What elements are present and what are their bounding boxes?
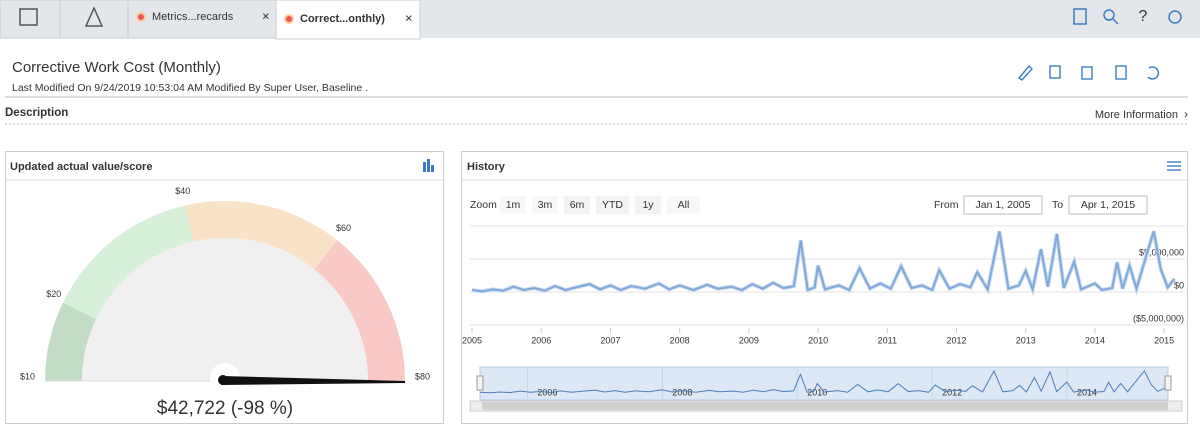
page-title: Corrective Work Cost (Monthly)	[12, 59, 221, 76]
description-label: Description	[5, 107, 68, 119]
gauge-tick-label: $40	[175, 186, 190, 196]
to-label: To	[1052, 199, 1063, 211]
y-tick-label: $0	[1174, 280, 1184, 290]
tab-icon	[136, 12, 146, 22]
zoom-button-label: 3m	[538, 199, 553, 211]
x-tick-label: 2009	[739, 335, 759, 345]
gauge-tick-label: $10	[20, 371, 35, 381]
tab-close[interactable]: ×	[262, 8, 270, 23]
gauge-face	[82, 238, 368, 381]
y-tick-label: $5,000,000	[1139, 247, 1184, 257]
tab-label: Metrics...recards	[152, 11, 234, 23]
x-tick-label: 2006	[531, 335, 551, 345]
x-tick-label: 2014	[1085, 335, 1105, 345]
tab[interactable]	[127, 0, 277, 39]
zoom-button[interactable]	[596, 196, 629, 214]
list-icon[interactable]	[1167, 161, 1181, 171]
gauge-needle	[221, 376, 405, 385]
gauge-tick-label: $80	[415, 371, 430, 381]
tab-tree[interactable]	[59, 0, 129, 39]
tab-icon	[284, 14, 294, 24]
x-tick-label: 2007	[600, 335, 620, 345]
navigator-tick-label: 2008	[672, 387, 692, 397]
gauge-band	[314, 240, 405, 381]
zoom-button-label: 1y	[642, 199, 654, 211]
history-title: History	[467, 161, 506, 173]
navigator-tick-label: 2014	[1077, 387, 1097, 397]
gauge-band	[184, 201, 338, 270]
navigator-tick-label: 2012	[942, 387, 962, 397]
history-chart: Zoom 1m 3m 6m YTD 1y All From Jan 1, 2005 To Apr 1…	[462, 195, 1185, 412]
line	[471, 230, 1176, 293]
needle-pivot	[218, 375, 228, 385]
copy-icon[interactable]	[1081, 66, 1093, 80]
tab-home[interactable]	[0, 0, 61, 39]
gauge-band	[45, 302, 97, 381]
zoom-button[interactable]	[635, 196, 661, 214]
help-icon[interactable]: ?	[1139, 8, 1148, 25]
zoom-button-label: 6m	[570, 199, 585, 211]
gauge-band	[62, 205, 194, 319]
zoom-button-label: 1m	[506, 199, 521, 211]
gauge: $10 $20 $40 $60 $80 $42,722 (-98 %)	[20, 186, 430, 419]
zoom-button-label: YTD	[602, 199, 623, 211]
x-tick-label: 2011	[878, 335, 897, 345]
action-icons	[1017, 64, 1160, 81]
scrollbar-thumb[interactable]	[482, 402, 1168, 410]
chevron: ›	[1184, 107, 1188, 121]
zoom-button	[500, 196, 526, 214]
doc-icon[interactable]	[1115, 65, 1127, 80]
gauge-value: $42,722 (-98 %)	[157, 398, 293, 419]
zoom-button	[667, 196, 700, 214]
zoom-label: Zoom	[470, 199, 497, 211]
x-tick-label: 2013	[1016, 335, 1036, 345]
x-tick-label: 2010	[808, 335, 828, 345]
from-label: From	[934, 199, 959, 211]
y-tick-label: ($5,000,000)	[1133, 313, 1184, 323]
from-value: Jan 1, 2005	[976, 199, 1031, 211]
navigator-handle[interactable]	[1164, 375, 1172, 391]
home-icon	[19, 8, 38, 26]
gauge-tick-label: $60	[336, 223, 351, 233]
more-info-link[interactable]: More Information	[1095, 109, 1178, 121]
from-input[interactable]	[963, 195, 1043, 215]
to-input[interactable]	[1068, 195, 1148, 215]
report-icon[interactable]	[1073, 8, 1087, 25]
x-tick-label: 2005	[462, 335, 482, 345]
refresh-icon[interactable]	[1147, 66, 1160, 80]
tree-icon	[84, 6, 104, 27]
tab-label: Correct...onthly)	[300, 13, 385, 25]
to-value: Apr 1, 2015	[1081, 199, 1135, 211]
modified-info: Last Modified On 9/24/2019 10:53:04 AM M…	[12, 82, 368, 94]
export-icon[interactable]	[1049, 65, 1061, 79]
gauge-tick-label: $20	[46, 289, 61, 299]
navigator	[479, 366, 1169, 401]
toolbar-icons: ?	[1073, 8, 1182, 25]
tab-close[interactable]: ×	[405, 10, 413, 25]
edit-icon[interactable]	[1017, 64, 1033, 81]
zoom-button	[532, 196, 558, 214]
x-tick-label: 2012	[946, 335, 966, 345]
x-tick-label: 2015	[1154, 335, 1174, 345]
x-tick-label: 2008	[670, 335, 690, 345]
chart-type-icon[interactable]	[423, 159, 434, 172]
search-icon[interactable]	[1103, 9, 1115, 21]
zoom-button-label: All	[678, 199, 690, 211]
settings-icon[interactable]	[1168, 10, 1182, 24]
navigator-line	[479, 369, 1165, 394]
tab-active[interactable]	[275, 0, 421, 40]
gauge-title: Updated actual value/score	[10, 161, 152, 173]
navigator-tick-label: 2010	[807, 387, 827, 397]
zoom-button[interactable]	[564, 196, 590, 214]
search-icon-handle	[1112, 18, 1119, 25]
navigator-handle[interactable]	[476, 375, 484, 391]
